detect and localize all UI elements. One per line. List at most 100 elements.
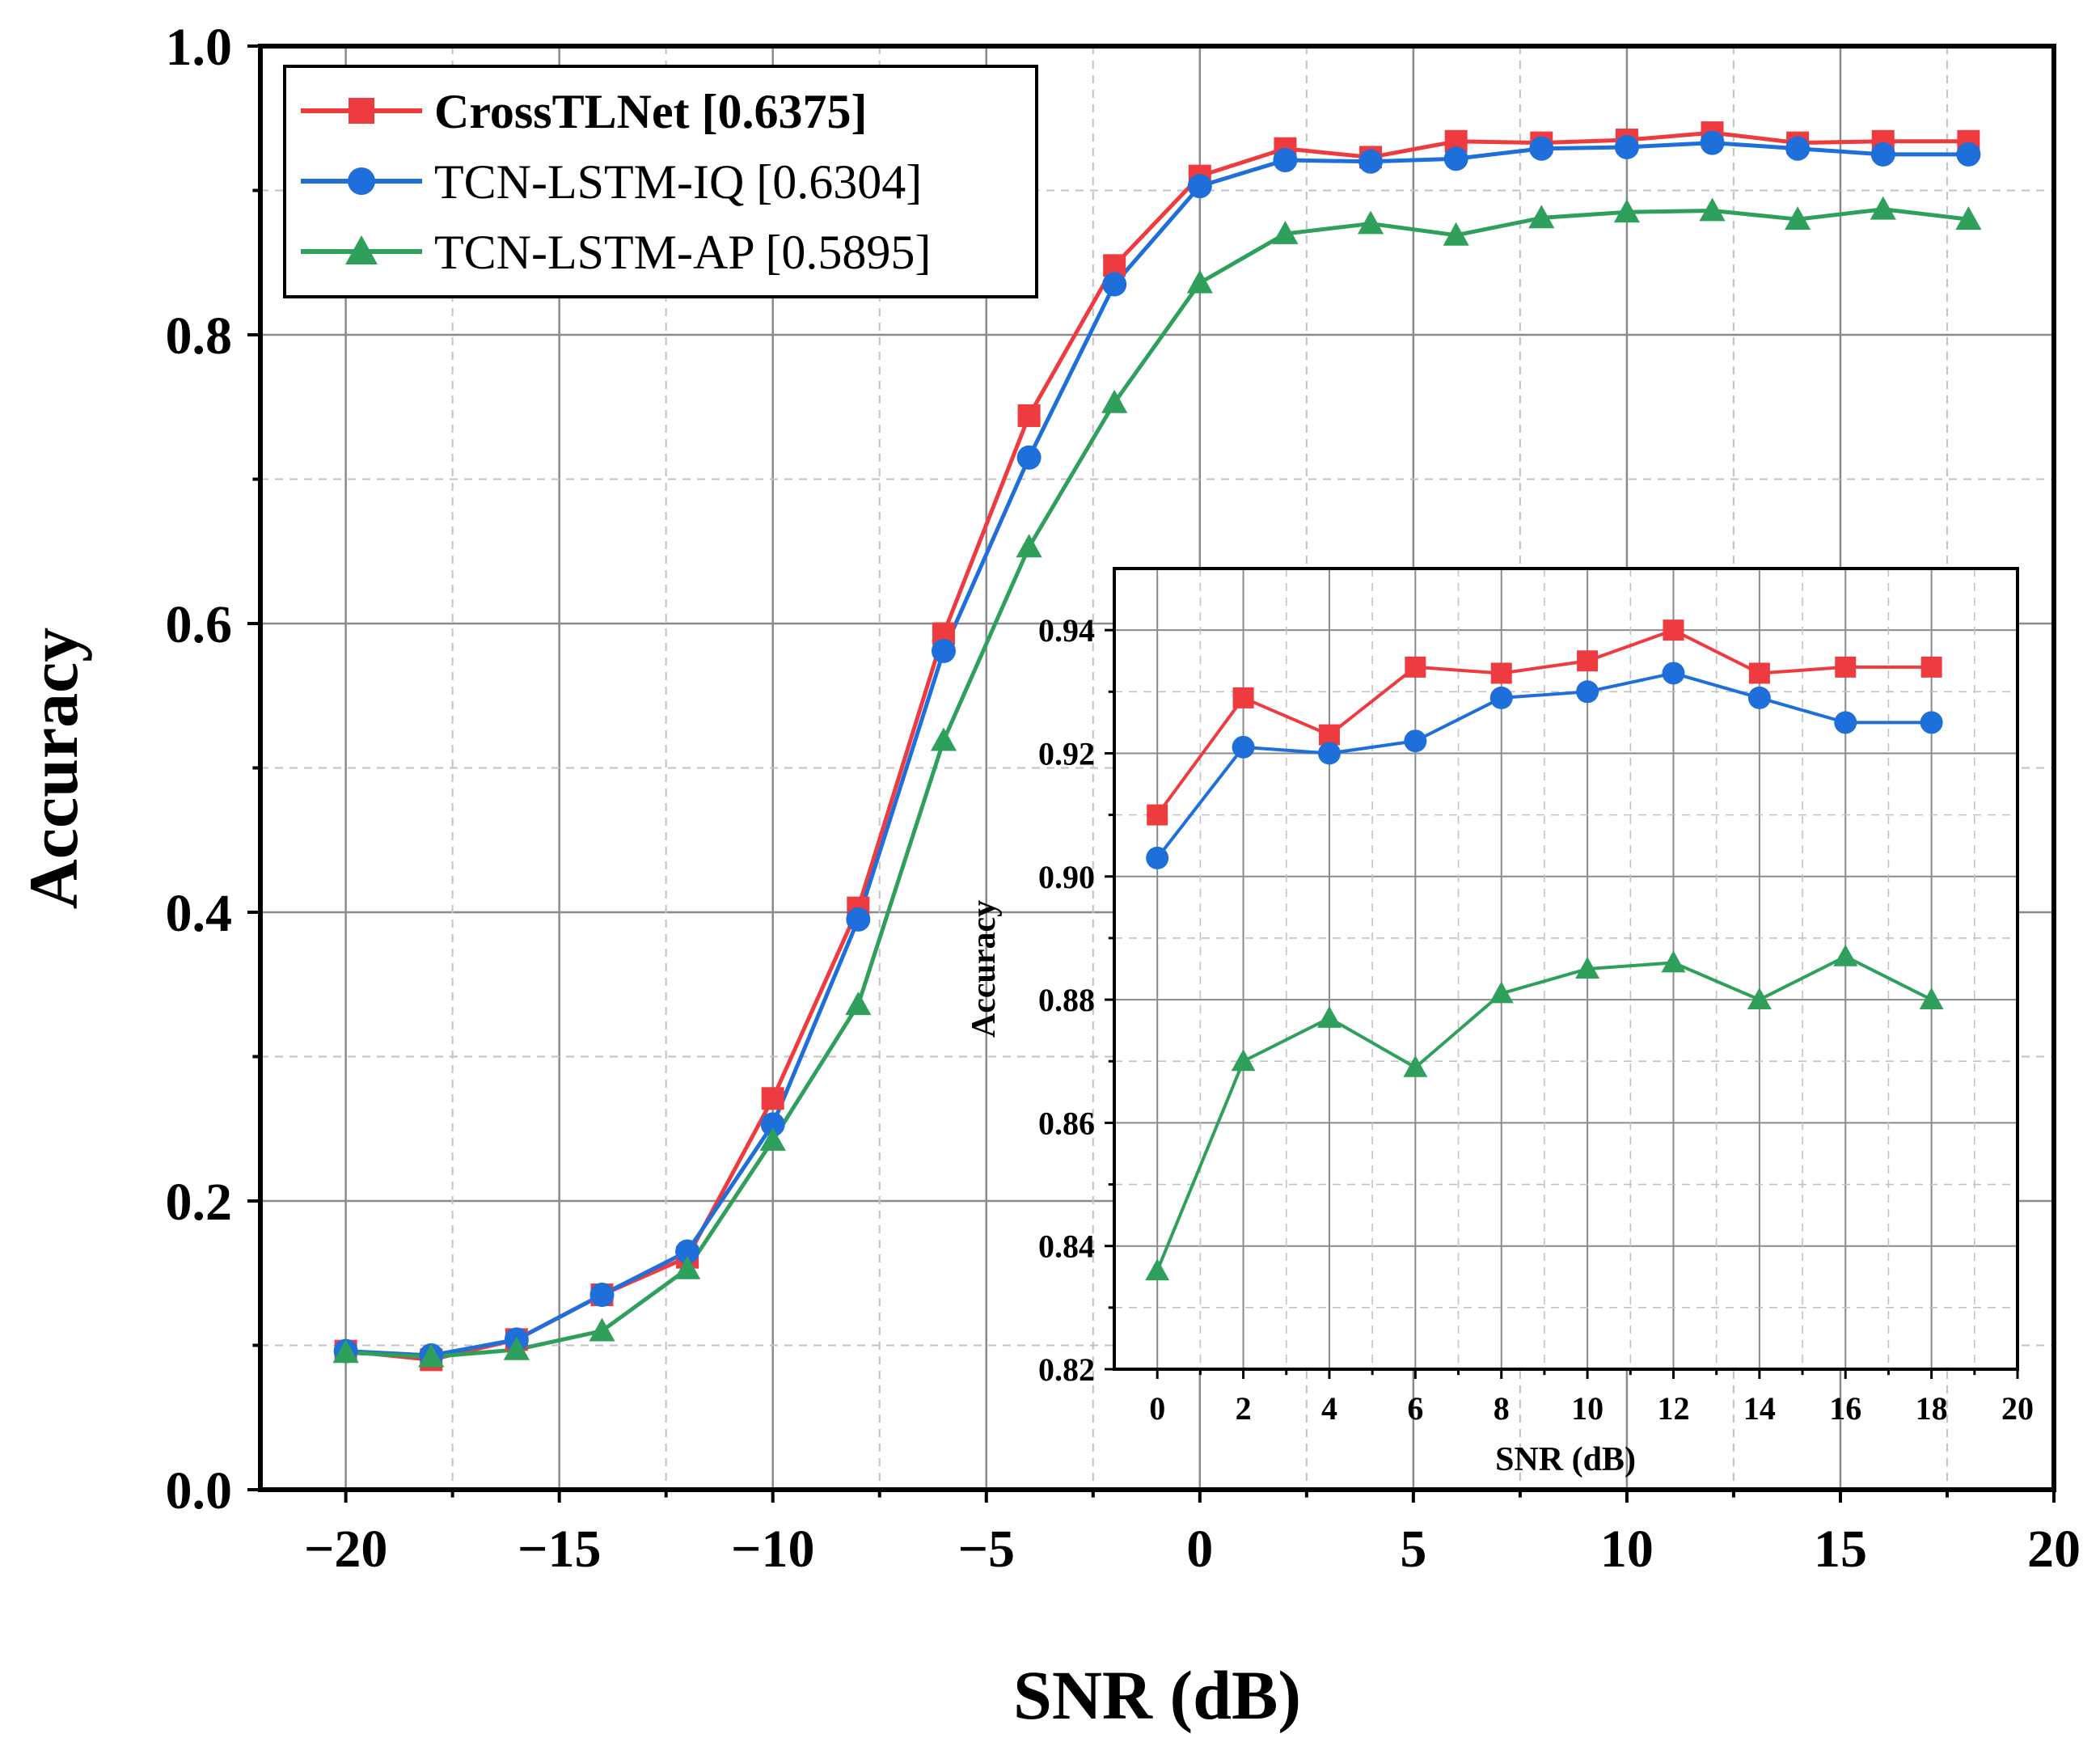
legend-entry-tcn-lstm-ap: TCN-LSTM-AP [0.5895] [301, 226, 931, 279]
main-point-tcn-lstm-iq [1785, 136, 1811, 161]
main-y-axis-title: Accuracy [15, 628, 92, 910]
main-point-tcn-lstm-iq [846, 907, 871, 932]
inset-y-tick-label: 0.90 [1038, 859, 1095, 895]
legend-marker-circle [348, 167, 375, 195]
inset-point-tcn-lstm-ap [1575, 957, 1600, 979]
main-point-tcn-lstm-ap [589, 1317, 615, 1342]
legend-marker-triangle [345, 235, 378, 264]
legend-label-tcn-lstm-iq: TCN-LSTM-IQ [0.6304] [434, 155, 922, 209]
main-point-tcn-lstm-ap [1443, 222, 1469, 246]
inset-x-tick-label: 4 [1321, 1390, 1337, 1427]
main-ticks: −20 −15 −10 −5 0 5 10 15 200.00.20.40.60.81.0 [166, 18, 2081, 1579]
inset-x-tick-label: 12 [1657, 1390, 1689, 1427]
main-x-tick-label: 20 [2027, 1520, 2081, 1579]
inset-x-tick-label: 2 [1236, 1390, 1252, 1427]
inset-x-tick-label: 10 [1571, 1390, 1604, 1427]
inset-point-crosstlnet [1920, 656, 1942, 678]
legend-label-crosstlnet: CrossTLNet [0.6375] [434, 85, 868, 138]
inset-y-tick-label: 0.84 [1038, 1228, 1095, 1265]
main-x-axis-title: SNR (dB) [1013, 1656, 1301, 1734]
inset-point-crosstlnet [1232, 687, 1254, 708]
main-point-tcn-lstm-iq [1187, 174, 1212, 199]
main-point-tcn-lstm-iq [1273, 148, 1298, 173]
main-point-tcn-lstm-ap [930, 727, 957, 751]
inset-point-tcn-lstm-iq [1489, 686, 1513, 709]
main-y-tick-label: 1.0 [166, 18, 233, 77]
main-point-tcn-lstm-ap [674, 1255, 701, 1279]
main-point-tcn-lstm-ap [1272, 220, 1299, 244]
inset-series [1145, 619, 1944, 1281]
inset-point-crosstlnet [1577, 650, 1599, 672]
inset-x-tick-label: 0 [1149, 1390, 1165, 1427]
inset-point-crosstlnet [1490, 662, 1512, 684]
main-point-tcn-lstm-iq [1358, 149, 1384, 174]
main-y-tick-label: 0.8 [166, 307, 233, 366]
main-x-tick-label: −5 [957, 1520, 1015, 1579]
inset-y-tick-label: 0.94 [1038, 612, 1095, 649]
inset-point-crosstlnet [1147, 804, 1168, 826]
inset-y-tick-label: 0.88 [1038, 982, 1095, 1018]
inset-x-tick-label: 14 [1743, 1390, 1776, 1427]
main-x-tick-label: 0 [1186, 1520, 1213, 1579]
main-point-tcn-lstm-ap [1186, 269, 1213, 294]
inset-point-tcn-lstm-ap [1231, 1049, 1256, 1072]
inset-ticks: 0 2 4 6 8 10 12 14 16 18 20 0.82 0.84 0.86 0.88 0.90 0.9… [1038, 612, 2034, 1427]
inset-point-tcn-lstm-ap [1919, 987, 1944, 1010]
main-point-tcn-lstm-ap [1357, 210, 1384, 235]
inset-series-line-crosstlnet [1156, 628, 1932, 816]
inset-series-line-tcn-lstm-iq [1156, 671, 1932, 860]
inset-x-tick-label: 6 [1407, 1390, 1423, 1427]
main-point-crosstlnet [761, 1087, 784, 1110]
inset-point-crosstlnet [1663, 619, 1684, 641]
main-point-tcn-lstm-iq [589, 1283, 615, 1308]
main-point-tcn-lstm-ap [1955, 206, 1982, 230]
legend-marker-square [349, 98, 374, 124]
main-point-crosstlnet [1017, 404, 1041, 427]
inset-point-crosstlnet [1748, 662, 1770, 684]
inset-plot-frame [1113, 567, 2019, 1371]
inset-point-tcn-lstm-ap [1661, 950, 1686, 973]
main-x-tick-label: 5 [1400, 1520, 1426, 1579]
inset-y-tick-label: 0.92 [1038, 735, 1095, 772]
main-point-tcn-lstm-iq [1102, 272, 1127, 297]
main-point-tcn-lstm-ap [1528, 205, 1555, 229]
legend: CrossTLNet [0.6375] TCN-LSTM-IQ [0.6304]… [283, 65, 1038, 298]
inset-x-tick-label: 8 [1494, 1390, 1510, 1427]
inset-y-tick-label: 0.82 [1038, 1351, 1095, 1388]
inset-point-tcn-lstm-iq [1834, 711, 1857, 734]
legend-entry-tcn-lstm-iq: TCN-LSTM-IQ [0.6304] [301, 155, 922, 209]
main-point-tcn-lstm-ap [1613, 199, 1641, 223]
inset-point-tcn-lstm-ap [1833, 944, 1858, 966]
inset-point-tcn-lstm-iq [1232, 735, 1255, 759]
main-chart: −20 −15 −10 −5 0 5 10 15 200.00.20.40.60.81.0 SN… [15, 18, 2081, 1734]
main-y-tick-label: 0.6 [166, 595, 233, 654]
main-x-tick-label: −20 [304, 1520, 388, 1579]
main-point-tcn-lstm-ap [1016, 534, 1042, 558]
main-y-tick-label: 0.4 [166, 884, 233, 943]
main-point-tcn-lstm-iq [1870, 142, 1895, 167]
inset-point-tcn-lstm-ap [1403, 1055, 1428, 1077]
main-point-tcn-lstm-iq [931, 638, 956, 663]
main-point-tcn-lstm-ap [759, 1127, 786, 1151]
inset-x-tick-label: 16 [1829, 1390, 1861, 1427]
inset-point-tcn-lstm-iq [1576, 680, 1599, 704]
main-point-tcn-lstm-iq [760, 1112, 785, 1137]
legend-label-tcn-lstm-ap: TCN-LSTM-AP [0.5895] [434, 226, 931, 279]
inset-point-crosstlnet [1835, 656, 1857, 678]
main-point-tcn-lstm-ap [845, 992, 872, 1016]
inset-point-tcn-lstm-iq [1747, 686, 1771, 709]
inset-y-axis-title: Accuracy [965, 900, 1003, 1038]
inset-point-tcn-lstm-ap [1747, 987, 1772, 1010]
main-point-tcn-lstm-ap [332, 1339, 359, 1364]
legend-entry-crosstlnet: CrossTLNet [0.6375] [301, 85, 868, 138]
main-point-tcn-lstm-iq [1700, 130, 1725, 155]
inset-point-tcn-lstm-iq [1146, 846, 1169, 869]
main-point-tcn-lstm-iq [1016, 445, 1042, 470]
main-point-tcn-lstm-ap [1101, 389, 1128, 413]
main-x-tick-label: −15 [518, 1520, 602, 1579]
main-series [332, 121, 1982, 1372]
main-point-tcn-lstm-ap [1785, 206, 1811, 230]
main-point-tcn-lstm-iq [1529, 136, 1554, 161]
inset-x-axis-title: SNR (dB) [1495, 1441, 1636, 1478]
inset-point-tcn-lstm-iq [1920, 711, 1943, 734]
